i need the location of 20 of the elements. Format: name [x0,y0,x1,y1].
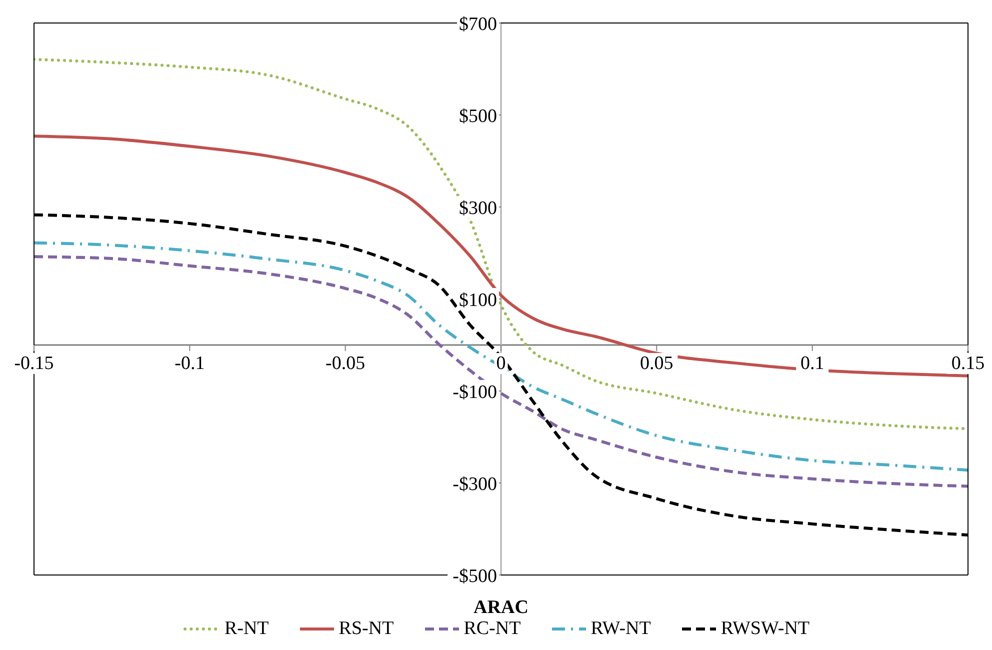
legend-label: RW-NT [590,618,651,640]
x-tick-label: 0.1 [800,353,824,374]
legend-label: R-NT [224,618,269,640]
x-tick-label: 0.15 [951,353,985,374]
y-tick-label: $500 [459,106,497,127]
legend-label: RS-NT [338,618,394,640]
y-tick-label: $700 [459,14,497,35]
y-tick-label: $100 [459,290,497,311]
legend-label: RWSW-NT [720,618,810,640]
x-axis-title: ARAC [474,597,528,618]
x-tick-label: -0.1 [174,353,205,374]
x-tick-label: -0.15 [14,353,54,374]
legend-label: RC-NT [464,618,521,640]
y-tick-label: -$300 [452,474,497,495]
y-tick-label: -$500 [452,566,497,587]
y-tick-label: -$100 [452,382,497,403]
y-tick-label: $300 [459,198,497,219]
x-tick-label: -0.05 [326,353,366,374]
x-tick-label: 0 [496,353,506,374]
x-tick-label: 0.05 [640,353,674,374]
